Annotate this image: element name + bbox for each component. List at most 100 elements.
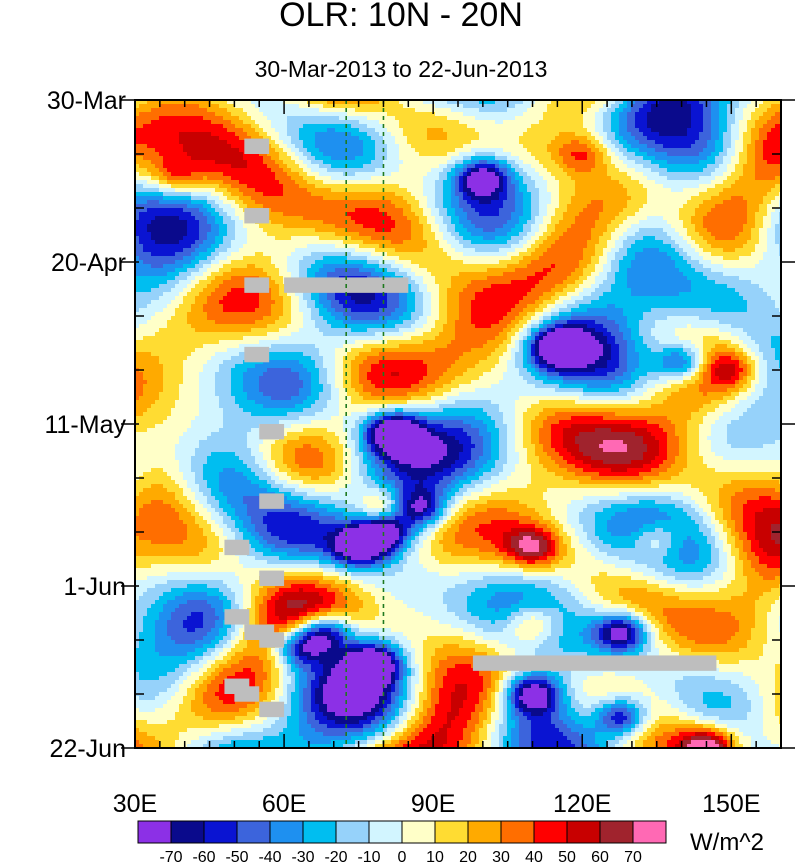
field-cell	[175, 132, 180, 137]
field-cell	[739, 136, 744, 141]
field-cell	[551, 132, 556, 137]
field-cell	[515, 132, 520, 137]
field-cell	[447, 112, 452, 117]
field-cell	[687, 124, 692, 129]
field-cell	[595, 112, 600, 117]
field-cell	[371, 124, 376, 129]
field-cell	[343, 128, 348, 133]
field-cell	[163, 120, 168, 125]
field-cell	[571, 116, 576, 121]
field-cell	[291, 104, 296, 109]
field-cell	[311, 112, 316, 117]
field-cell	[731, 116, 736, 121]
field-cell	[207, 108, 212, 113]
field-cell	[491, 120, 496, 125]
field-cell	[239, 108, 244, 113]
field-cell	[475, 120, 480, 125]
field-cell	[487, 108, 492, 113]
field-cell	[759, 120, 764, 125]
field-cell	[719, 128, 724, 133]
field-cell	[407, 108, 412, 113]
field-cell	[227, 128, 232, 133]
field-cell	[619, 104, 624, 109]
field-cell	[295, 116, 300, 121]
field-cell	[423, 104, 428, 109]
field-cell	[559, 112, 564, 117]
field-cell	[739, 104, 744, 109]
field-cell	[211, 116, 216, 121]
field-cell	[695, 104, 700, 109]
field-cell	[587, 140, 592, 145]
field-cell	[683, 132, 688, 137]
field-cell	[763, 104, 768, 109]
field-cell	[555, 112, 560, 117]
field-cell	[343, 112, 348, 117]
field-cell	[411, 136, 416, 141]
field-cell	[347, 104, 352, 109]
field-cell	[739, 116, 744, 121]
field-cell	[259, 112, 264, 117]
field-cell	[363, 128, 368, 133]
field-cell	[339, 116, 344, 121]
field-cell	[747, 136, 752, 141]
field-cell	[551, 116, 556, 121]
field-cell	[731, 120, 736, 125]
field-cell	[375, 140, 380, 145]
field-cell	[775, 116, 780, 121]
field-cell	[219, 136, 224, 141]
field-cell	[263, 128, 268, 133]
field-cell	[351, 124, 356, 129]
field-cell	[479, 128, 484, 133]
field-cell	[471, 124, 476, 129]
field-cell	[211, 132, 216, 137]
field-cell	[611, 136, 616, 141]
field-cell	[707, 132, 712, 137]
field-cell	[467, 136, 472, 141]
field-cell	[563, 116, 568, 121]
field-cell	[375, 108, 380, 113]
field-cell	[631, 132, 636, 137]
field-cell	[339, 140, 344, 145]
field-cell	[707, 128, 712, 133]
field-cell	[331, 116, 336, 121]
field-cell	[415, 136, 420, 141]
field-cell	[355, 116, 360, 121]
field-cell	[759, 104, 764, 109]
field-cell	[435, 120, 440, 125]
field-cell	[615, 104, 620, 109]
field-cell	[299, 120, 304, 125]
field-cell	[751, 128, 756, 133]
field-cell	[299, 140, 304, 145]
field-cell	[223, 132, 228, 137]
field-cell	[379, 112, 384, 117]
field-cell	[223, 140, 228, 145]
field-cell	[147, 120, 152, 125]
field-cell	[215, 140, 220, 145]
field-cell	[747, 116, 752, 121]
field-cell	[635, 108, 640, 113]
field-cell	[139, 120, 144, 125]
field-cell	[207, 124, 212, 129]
field-cell	[263, 124, 268, 129]
field-cell	[575, 128, 580, 133]
field-cell	[407, 132, 412, 137]
field-cell	[543, 116, 548, 121]
field-cell	[699, 136, 704, 141]
field-cell	[315, 128, 320, 133]
field-cell	[463, 128, 468, 133]
field-cell	[163, 116, 168, 121]
field-cell	[451, 108, 456, 113]
field-cell	[763, 132, 768, 137]
field-cell	[563, 128, 568, 133]
field-cell	[503, 108, 508, 113]
field-cell	[579, 120, 584, 125]
field-cell	[747, 112, 752, 117]
field-cell	[635, 120, 640, 125]
field-cell	[347, 112, 352, 117]
field-cell	[259, 128, 264, 133]
field-cell	[711, 108, 716, 113]
field-cell	[399, 128, 404, 133]
field-cell	[187, 112, 192, 117]
field-cell	[247, 112, 252, 117]
field-cell	[447, 108, 452, 113]
